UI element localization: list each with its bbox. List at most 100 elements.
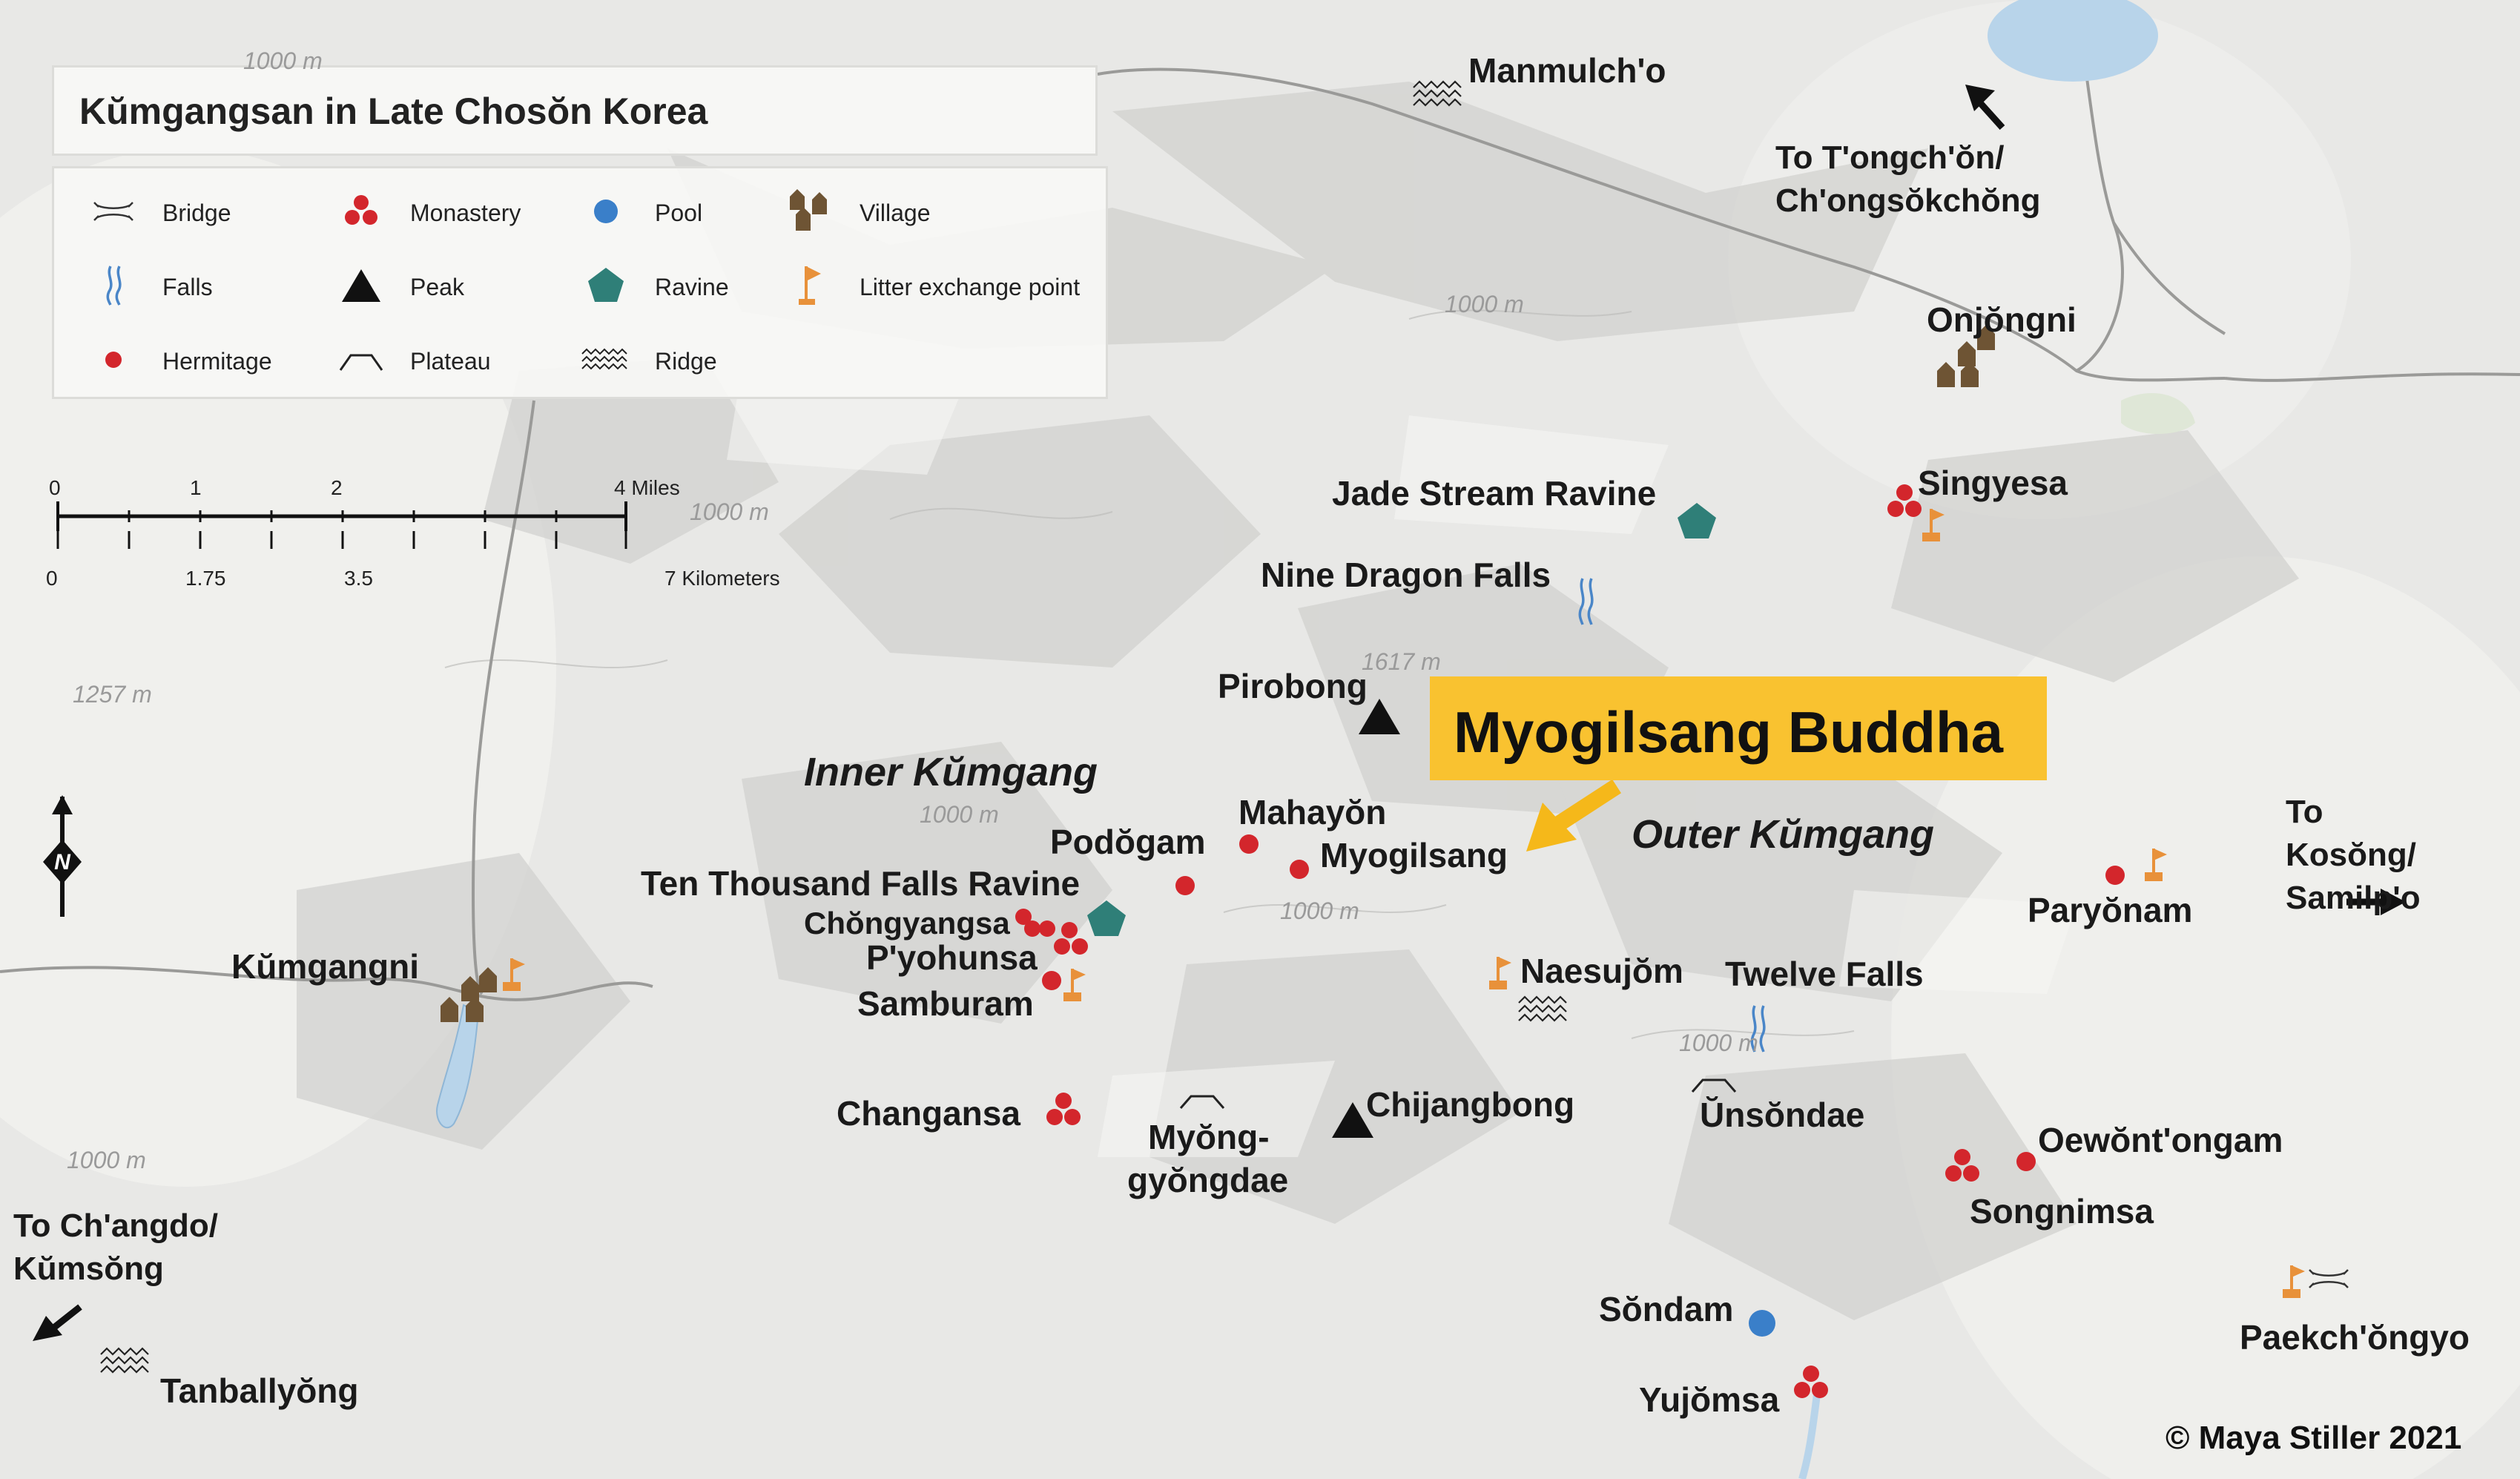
elevation-label: 1000 m — [243, 47, 323, 74]
litter-exchange-point-icon — [2145, 849, 2167, 881]
place-label-chongyangsa[interactable]: Chŏngyangsa — [804, 906, 1010, 941]
place-label-jade-stream-ravine[interactable]: Jade Stream Ravine — [1332, 474, 1657, 513]
litter-exchange-point-icon — [1922, 509, 1945, 541]
place-label-songnimsa[interactable]: Songnimsa — [1970, 1192, 2154, 1231]
place-label-paryonam[interactable]: Paryŏnam — [2028, 891, 2193, 929]
litter-exchange-point-icon — [799, 266, 821, 305]
stream — [1798, 1394, 1821, 1479]
legend-title-box: Kŭmgangsan in Late Chosŏn Korea — [52, 65, 1098, 156]
map-title: Kŭmgangsan in Late Chosŏn Korea — [79, 90, 708, 132]
elevation-label: 1000 m — [690, 498, 769, 525]
place-label-podogam[interactable]: Podŏgam — [1050, 823, 1206, 861]
village-icon — [790, 189, 827, 231]
litter-exchange-point-icon — [1063, 969, 1086, 1001]
relief-highlights — [727, 371, 2077, 1157]
copyright-notice: © Maya Stiller 2021 — [2166, 1420, 2462, 1456]
callout-arrow-head — [1526, 803, 1577, 852]
ridge-icon — [581, 348, 627, 370]
place-label-twelve-falls[interactable]: Twelve Falls — [1725, 955, 1924, 993]
place-label-myonggyongdae-line1[interactable]: Myŏng- — [1148, 1118, 1270, 1156]
north-label: N — [54, 850, 71, 874]
callout-myogilsang-buddha[interactable]: Myogilsang Buddha — [1430, 676, 2047, 780]
lake — [1988, 0, 2158, 82]
hermitage-icon — [105, 352, 122, 368]
place-label-singyesa[interactable]: Singyesa — [1918, 464, 2068, 502]
arrow-southwest-head — [33, 1316, 62, 1341]
ravine-icon — [1087, 900, 1126, 936]
region-label-outer-kumgang: Outer Kŭmgang — [1632, 812, 1935, 857]
place-label-ten-thousand-falls-ravine[interactable]: Ten Thousand Falls Ravine — [641, 864, 1081, 903]
plateau-icon — [1179, 1095, 1225, 1109]
monastery-icon — [1015, 909, 1055, 937]
monastery-icon — [1945, 1149, 1979, 1182]
elevation-label: 1000 m — [67, 1147, 146, 1173]
direction-label-tongchon: To T'ongch'ŏn/ Ch'ongsŏkchŏng — [1775, 139, 2041, 219]
place-label-myonggyongdae-line2[interactable]: gyŏngdae — [1127, 1161, 1289, 1199]
falls-icon — [1750, 1005, 1766, 1053]
north-arrow-icon: N — [43, 795, 82, 917]
place-label-pirobong[interactable]: Pirobong — [1218, 667, 1368, 705]
legend: Bridge Falls Hermitage Monastery Peak — [52, 166, 1108, 399]
peak-icon — [1332, 1102, 1373, 1138]
falls-icon — [106, 266, 122, 306]
place-label-onjongni[interactable]: Onjŏngni — [1927, 300, 2077, 339]
place-label-sondam[interactable]: Sŏndam — [1599, 1290, 1734, 1328]
litter-exchange-point-icon — [2283, 1265, 2305, 1298]
elevation-label: 1000 m — [920, 801, 999, 828]
place-label-unsondae[interactable]: Ŭnsŏndae — [1700, 1096, 1865, 1134]
arrow-southwest-icon — [50, 1304, 82, 1332]
monastery-icon — [1054, 922, 1088, 955]
contour-lines — [444, 309, 1855, 1039]
monastery-icon — [345, 195, 377, 225]
ridge-icon — [100, 1347, 149, 1374]
plateau-icon — [339, 354, 383, 371]
place-label-yujomsa[interactable]: Yujŏmsa — [1639, 1380, 1780, 1419]
plateau-icon — [1691, 1078, 1737, 1093]
elevation-label: 1617 m — [1362, 648, 1441, 675]
place-label-manmulcho[interactable]: Manmulch'o — [1468, 51, 1666, 90]
peak-icon — [342, 269, 380, 302]
place-label-samburam[interactable]: Samburam — [857, 984, 1034, 1023]
callout-label: Myogilsang Buddha — [1454, 699, 2003, 765]
village-icon — [1937, 325, 1995, 387]
elevation-label: 1257 m — [73, 681, 152, 708]
scale-mile-4: 4 Miles — [614, 476, 680, 499]
scale-mile-1: 1 — [190, 476, 202, 499]
place-label-kumgangni[interactable]: Kŭmgangni — [231, 947, 419, 986]
scale-km-3-5: 3.5 — [344, 567, 373, 590]
ravine-icon — [1678, 503, 1716, 538]
pool-icon — [594, 200, 618, 223]
place-label-tanballyong[interactable]: Tanballyŏng — [160, 1371, 359, 1410]
place-label-myogilsang[interactable]: Myogilsang — [1320, 836, 1508, 874]
hermitage-icon — [1175, 876, 1195, 895]
hermitage-icon — [2105, 866, 2125, 885]
monastery-icon — [1887, 484, 1922, 517]
river — [436, 1004, 480, 1129]
bridge-icon — [2309, 1269, 2349, 1288]
monastery-icon — [1046, 1093, 1081, 1125]
place-label-oewontongam[interactable]: Oewŏnt'ongam — [2038, 1121, 2283, 1159]
elevation-label: 1000 m — [1679, 1030, 1758, 1056]
place-label-pyohunsa[interactable]: P'yohunsa — [866, 938, 1038, 977]
village-icon — [441, 967, 497, 1022]
scale-mile-2: 2 — [331, 476, 343, 499]
scale-km-7: 7 Kilometers — [664, 567, 780, 590]
place-label-naesujom[interactable]: Naesujŏm — [1520, 952, 1683, 990]
peak-icon — [1359, 699, 1400, 734]
scale-mile-0: 0 — [49, 476, 61, 499]
monastery-icon — [1794, 1366, 1828, 1398]
place-label-chijangbong[interactable]: Chijangbong — [1366, 1085, 1575, 1124]
litter-exchange-point-icon — [1489, 957, 1511, 989]
roads — [0, 0, 2520, 1001]
place-label-changansa[interactable]: Changansa — [837, 1094, 1020, 1133]
callout-arrow — [1553, 779, 1621, 832]
place-label-nine-dragon-falls[interactable]: Nine Dragon Falls — [1261, 556, 1551, 594]
hermitage-icon — [1042, 971, 1061, 990]
place-label-paekchongyo[interactable]: Paekch'ŏngyo — [2240, 1318, 2470, 1357]
pool-icon — [1749, 1310, 1775, 1337]
place-label-mahayon[interactable]: Mahayŏn — [1238, 793, 1387, 831]
elevation-label: 1000 m — [1445, 291, 1524, 317]
